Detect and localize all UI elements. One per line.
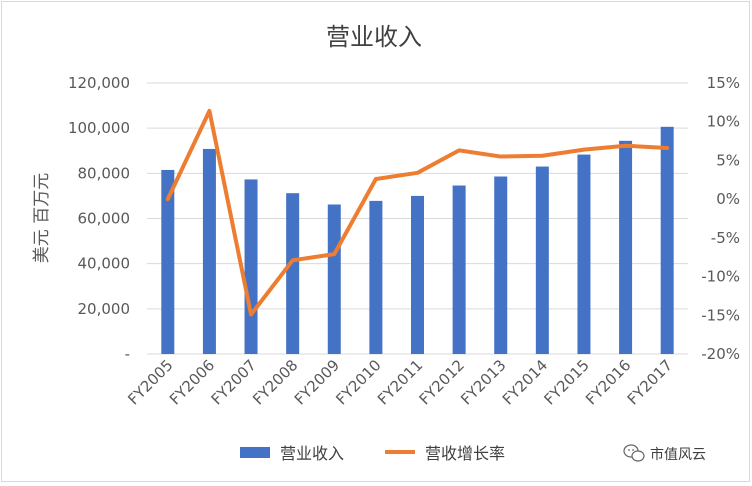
- growth-line: [165, 108, 670, 317]
- y-axis-ticks: - 20,000 40,000 60,000 80,000 100,000 120,000: [68, 74, 130, 363]
- bar: [369, 200, 383, 354]
- x-axis-ticks: FY2005FY2006FY2007FY2008FY2009FY2010FY20…: [124, 356, 676, 408]
- x-tick-label: FY2012: [416, 356, 468, 408]
- x-tick-label: FY2014: [499, 356, 551, 408]
- y2-axis-ticks: -20% -15% -10% -5% 0% 5% 10% 15%: [701, 74, 740, 363]
- y2-tick-label: 0%: [716, 190, 740, 208]
- legend-label-bar: 营业收入: [280, 444, 344, 463]
- line-series: [165, 108, 670, 317]
- bar: [452, 185, 466, 354]
- x-tick-label: FY2015: [540, 356, 592, 408]
- x-tick-label: FY2006: [166, 356, 218, 408]
- bar: [286, 193, 300, 354]
- chart: 营业收入 美元 百万元 - 20,000 40,000 60,000 80,000 100…: [32, 23, 740, 463]
- bar: [202, 148, 216, 354]
- y2-tick-label: -20%: [701, 345, 740, 363]
- y2-tick-label: -5%: [711, 229, 740, 247]
- y2-tick-label: 15%: [707, 74, 740, 92]
- y-tick-label: 60,000: [78, 210, 131, 228]
- chart-title: 营业收入: [326, 23, 422, 51]
- bar: [535, 166, 549, 354]
- x-tick-label: FY2005: [124, 356, 176, 408]
- x-tick-label: FY2009: [291, 356, 343, 408]
- watermark: 市值风云: [623, 444, 706, 463]
- x-tick-label: FY2016: [582, 356, 634, 408]
- y-tick-label: 40,000: [78, 255, 131, 273]
- y-axis-label: 美元 百万元: [32, 173, 52, 263]
- bar: [327, 204, 341, 354]
- x-tick-label: FY2007: [208, 356, 260, 408]
- wechat-icon: [623, 444, 645, 462]
- legend-swatch-bar: [240, 447, 270, 458]
- y-tick-label: 120,000: [68, 74, 130, 92]
- y2-tick-label: 5%: [716, 151, 740, 169]
- y-tick-label: -: [125, 345, 130, 363]
- x-tick-label: FY2008: [249, 356, 301, 408]
- watermark-text: 市值风云: [650, 446, 706, 463]
- y2-tick-label: -10%: [701, 268, 740, 286]
- bar: [161, 169, 175, 354]
- bar: [494, 176, 508, 354]
- y2-tick-label: 10%: [707, 113, 740, 131]
- bar-series: [161, 126, 674, 354]
- bar: [619, 140, 633, 354]
- x-tick-label: FY2013: [457, 356, 509, 408]
- legend: 营业收入 营收增长率: [240, 444, 505, 463]
- y2-tick-label: -15%: [701, 306, 740, 324]
- x-tick-label: FY2011: [374, 356, 426, 408]
- x-tick-label: FY2010: [332, 356, 384, 408]
- y-tick-label: 20,000: [78, 300, 131, 318]
- y-tick-label: 80,000: [78, 164, 131, 182]
- bar: [244, 179, 258, 354]
- legend-label-line: 营收增长率: [425, 444, 505, 463]
- bar: [577, 154, 591, 354]
- x-tick-label: FY2017: [624, 356, 676, 408]
- bar: [411, 195, 424, 354]
- y-tick-label: 100,000: [68, 119, 130, 137]
- bar: [660, 126, 674, 354]
